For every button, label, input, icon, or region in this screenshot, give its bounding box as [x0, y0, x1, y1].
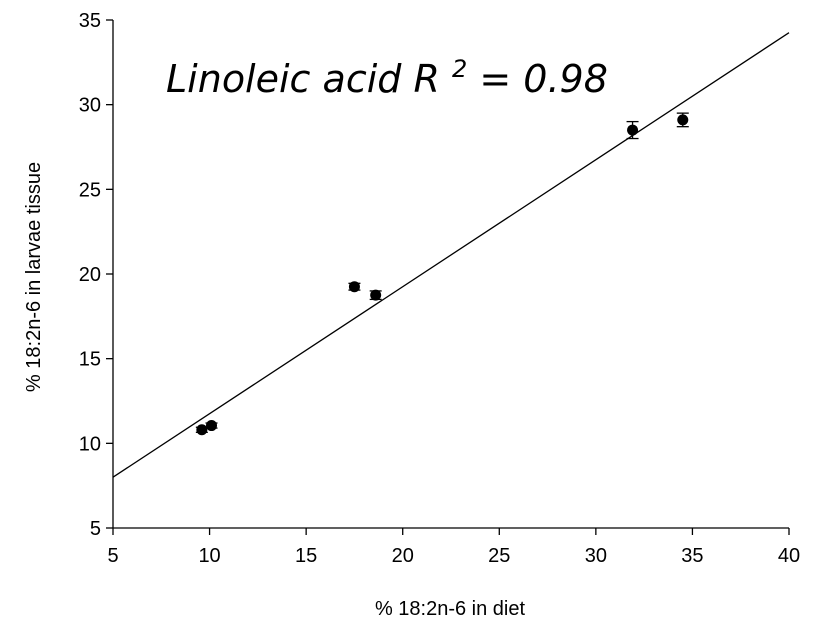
x-tick-label: 40: [778, 545, 800, 567]
x-ticks: 5 10 15 20 25 30 35 40: [107, 528, 800, 567]
annotation-main-text: Linoleic acid R: [166, 57, 440, 101]
data-point-marker: [196, 424, 207, 435]
data-point: [627, 122, 639, 139]
points-layer: [196, 113, 689, 435]
x-tick-label: 30: [585, 545, 607, 567]
y-tick-label: 5: [90, 518, 101, 540]
x-tick-label: 20: [392, 545, 414, 567]
data-point-marker: [370, 290, 381, 301]
r-squared-annotation: Linoleic acid R 2 = 0.98: [166, 42, 608, 101]
y-axis-title: % 18:2n-6 in larvae tissue: [23, 162, 45, 392]
data-point-marker: [349, 281, 360, 292]
y-tick-label: 25: [79, 179, 101, 201]
annotation-tail-text: = 0.98: [479, 57, 608, 101]
data-point: [348, 281, 360, 292]
data-point-marker: [677, 114, 688, 125]
data-point-marker: [206, 420, 217, 431]
x-tick-label: 15: [295, 545, 317, 567]
y-tick-label: 30: [79, 95, 101, 117]
annotation-superscript: 2: [452, 55, 467, 83]
y-tick-label: 15: [79, 349, 101, 371]
x-tick-label: 10: [198, 545, 220, 567]
y-ticks: 5 10 15 20 25 30 35: [79, 10, 113, 540]
data-point: [370, 290, 382, 301]
x-tick-label: 25: [488, 545, 510, 567]
data-point-marker: [627, 125, 638, 136]
x-tick-label: 35: [681, 545, 703, 567]
y-tick-label: 35: [79, 10, 101, 32]
x-tick-label: 5: [107, 545, 118, 567]
y-tick-label: 20: [79, 264, 101, 286]
x-axis-title: % 18:2n-6 in diet: [375, 598, 526, 620]
data-point: [677, 113, 689, 127]
y-tick-label: 10: [79, 433, 101, 455]
